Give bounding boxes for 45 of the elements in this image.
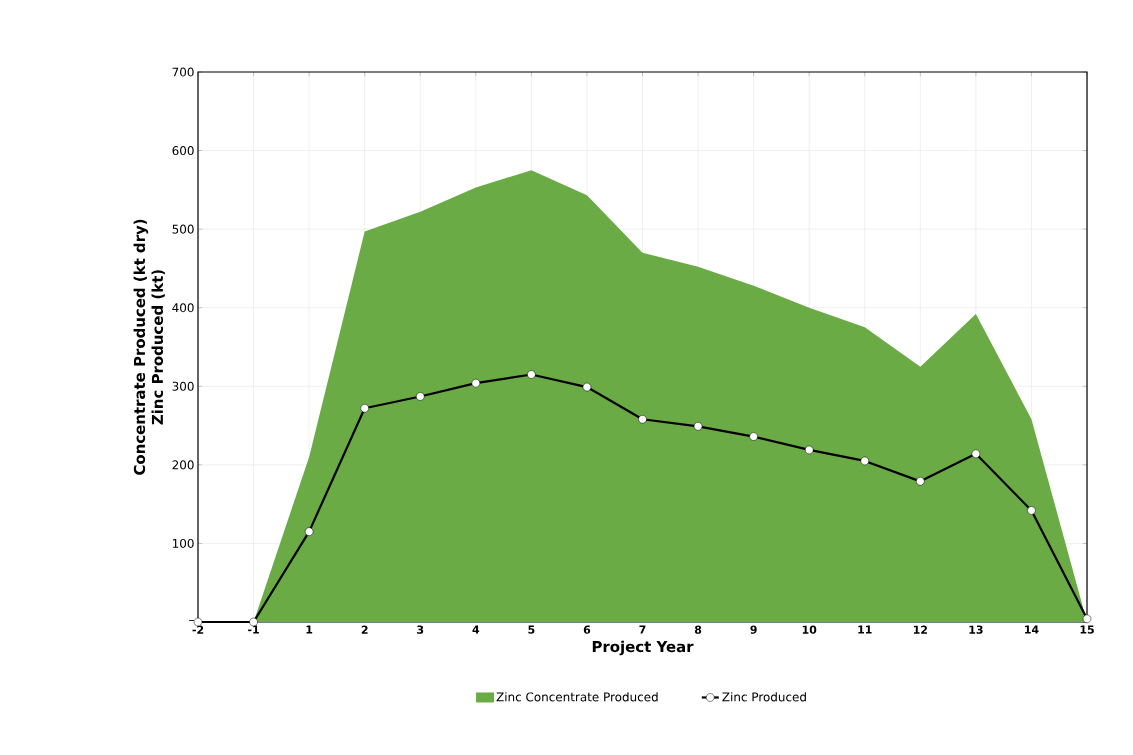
x-tick-label: 1 <box>306 625 313 634</box>
x-tick-label: 8 <box>694 625 702 634</box>
x-tick-label: 10 <box>802 625 817 634</box>
point <box>1027 506 1036 515</box>
x-tick-label: 15 <box>1080 625 1094 634</box>
x-tick-label: -1 <box>248 625 259 634</box>
y-tick-label: 300 <box>172 381 194 391</box>
text: Zinc Produced (kt) <box>151 270 165 425</box>
y-tick-label: 600 <box>172 146 194 156</box>
y-tick-label: – <box>189 620 194 621</box>
point <box>1082 614 1092 624</box>
x-tick-label: 12 <box>913 625 927 634</box>
x-tick-label: 3 <box>417 625 424 634</box>
y-tick-label: 400 <box>172 303 194 313</box>
point <box>693 422 703 431</box>
point <box>304 527 314 536</box>
point <box>916 477 925 486</box>
legend-label: Zinc Concentrate Produced <box>496 692 658 702</box>
legend-label: Zinc Produced <box>722 692 806 702</box>
point <box>804 445 814 455</box>
point <box>860 456 870 466</box>
y-tick-label: 700 <box>172 67 194 77</box>
y-tick-label: 500 <box>172 224 194 234</box>
point <box>971 449 981 459</box>
x-tick-label: 7 <box>639 625 646 634</box>
y-tick-label: 100 <box>172 538 194 548</box>
text: Concentrate Produced (kt dry) <box>133 219 149 475</box>
point <box>582 382 592 392</box>
x-tick-label: 4 <box>472 625 480 634</box>
x-tick-label: 6 <box>583 625 591 634</box>
point <box>527 370 536 379</box>
point <box>749 432 758 441</box>
x-tick-label: 5 <box>528 625 535 634</box>
point <box>471 378 481 388</box>
point <box>416 392 425 401</box>
x-tick-label: 9 <box>750 625 757 634</box>
x-tick-label: -2 <box>192 625 204 634</box>
x-tick-label: 14 <box>1025 625 1039 634</box>
point <box>638 415 647 424</box>
x-tick-label: 11 <box>858 625 872 634</box>
x-axis-title: Project Year <box>592 640 694 656</box>
x-tick-label: 13 <box>969 625 983 634</box>
point <box>360 404 369 413</box>
x-tick-label: 2 <box>361 625 368 634</box>
y-tick-label: 200 <box>172 460 194 470</box>
